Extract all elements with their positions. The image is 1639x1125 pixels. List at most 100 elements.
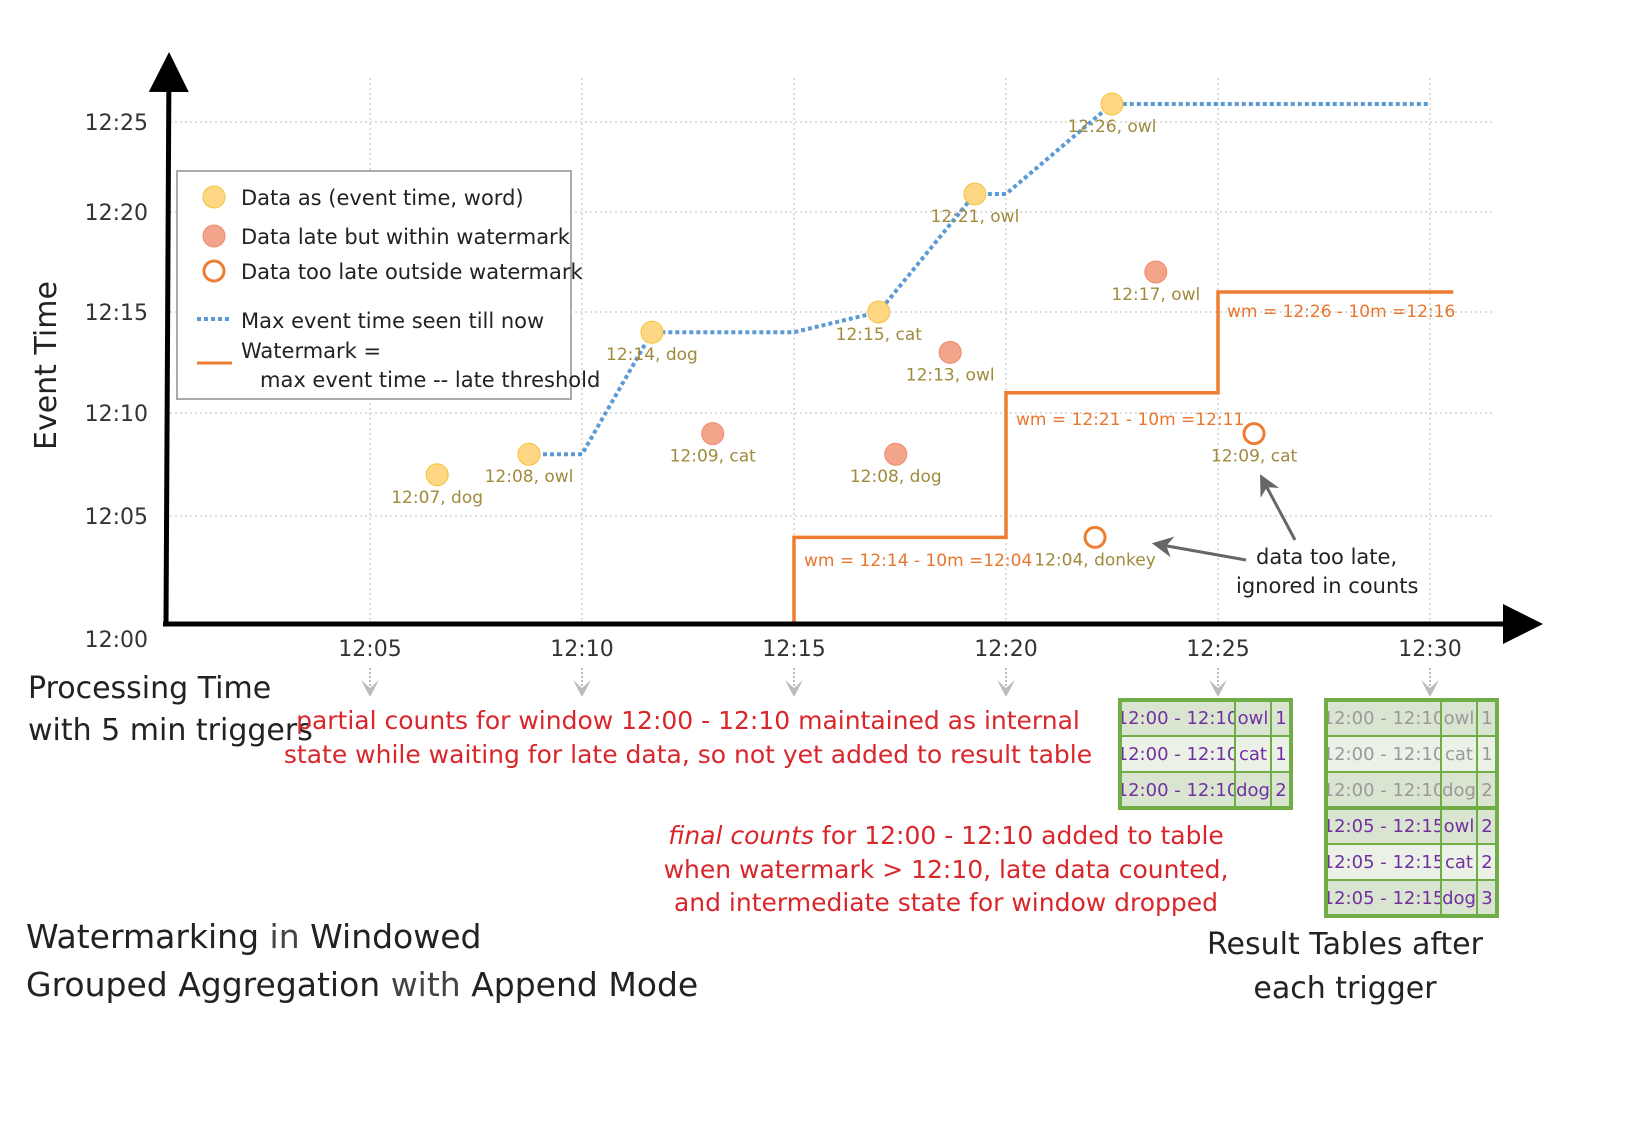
table-cell: 2 [1481,816,1492,837]
result-caption-1: Result Tables after [1207,927,1484,962]
table-cell: 12:00 - 12:10 [1323,708,1445,729]
table-cell: 2 [1481,780,1492,801]
table-cell: 12:00 - 12:10 [1117,708,1239,729]
table-cell: dog [1442,780,1476,801]
point-on-time [425,463,449,487]
table-cell: 12:05 - 12:15 [1323,852,1445,873]
trigger-arrow-icon [573,680,591,697]
arrow-to-cat [1260,474,1297,541]
final-note-3: and intermediate state for window droppe… [674,888,1218,917]
y-axis-title: Event Time [29,281,64,450]
trigger-arrow-icon [1209,680,1227,697]
legend-too-late-marker [202,259,226,283]
diagram-title-line1: Watermarking in Windowed [26,917,482,956]
table-row: 12:00 - 12:10 owl 1 [1117,699,1292,737]
point-on-time [867,300,891,324]
watermark-label: wm = 12:21 - 10m =12:11 [1016,410,1244,430]
table-cell: owl [1444,816,1475,837]
table-cell: 12:05 - 12:15 [1323,816,1445,837]
final-note-2: when watermark > 12:10, late data counte… [664,855,1229,884]
point-label: 12:08, owl [485,467,574,487]
point-late [1144,260,1168,284]
point-label: 12:26, owl [1068,117,1157,137]
point-on-time [963,182,987,206]
x-tick-label: 12:10 [550,637,613,662]
watermark-line [792,290,1454,623]
table-cell: 1 [1275,744,1286,765]
y-axis [148,52,189,626]
table-row: 12:00 - 12:10 cat 1 [1117,735,1292,773]
table-cell: 3 [1481,888,1492,909]
point-label: 12:15, cat [836,325,923,345]
point-late [701,422,725,446]
legend-late-marker [202,224,226,248]
table-row: 12:00 - 12:10 cat 1 [1323,735,1498,773]
partial-note-1: partial counts for window 12:00 - 12:10 … [296,706,1080,735]
point-label: 12:21, owl [930,207,1019,227]
point-label: 12:09, cat [670,447,757,467]
point-on-time [640,320,664,344]
table-cell: 12:00 - 12:10 [1323,744,1445,765]
point-on-time [517,442,541,466]
x-tick-label: 12:15 [762,637,825,662]
table-cell: cat [1239,744,1267,765]
table-cell: cat [1445,852,1473,873]
table-cell: owl [1238,708,1269,729]
trigger-arrow-icon [785,680,803,697]
table-cell: 12:05 - 12:15 [1323,888,1445,909]
final-note-1: final counts for 12:00 - 12:10 added to … [668,821,1224,850]
trigger-arrow-icon [997,680,1015,697]
legend-on-time: Data as (event time, word) [241,186,524,210]
point-label: 12:14, dog [606,345,698,365]
legend-watermark-2: max event time -- late threshold [260,368,600,392]
point-label: 12:08, dog [850,467,942,487]
legend-watermark-1: Watermark = [241,339,381,363]
too-late-note-2: ignored in counts [1236,574,1418,598]
table-row: 12:00 - 12:10 owl 1 [1323,699,1498,737]
y-tick-label: 12:25 [85,111,148,136]
y-tick-label: 12:10 [85,402,148,427]
point-label: 12:17, owl [1111,285,1200,305]
result-table: 12:00 - 12:10 owl 112:00 - 12:10 cat 112:00 … [1323,698,1499,918]
point-on-time [1100,92,1124,116]
tick-labels: 12:00 12:05 12:10 12:15 12:20 12:25 12:05 12:10… [85,111,1462,697]
point-late [884,442,908,466]
arrow-to-donkey [1151,536,1247,562]
table-cell: 12:00 - 12:10 [1117,744,1239,765]
table-cell: 12:00 - 12:10 [1323,780,1445,801]
point-label: 12:07, dog [391,488,483,508]
table-cell: cat [1445,744,1473,765]
table-row: 12:05 - 12:15 cat 2 [1323,843,1498,881]
y-tick-label: 12:20 [85,201,148,226]
watermark-label: wm = 12:26 - 10m =12:16 [1227,302,1455,322]
x-axis-title-line1: Processing Time [28,671,271,706]
y-tick-label: 12:00 [85,628,148,653]
point-label: 12:09, cat [1211,447,1298,467]
too-late-note-1: data too late, [1256,545,1397,569]
max-event-time-line [529,102,1430,457]
x-tick-label: 12:20 [974,637,1037,662]
point-label: 12:13, owl [906,365,995,385]
table-cell: 2 [1481,852,1492,873]
trigger-arrow-icon [361,680,379,697]
point-late [938,340,962,364]
result-caption-2: each trigger [1253,971,1437,1006]
table-row: 12:05 - 12:15 owl 2 [1323,807,1498,845]
table-cell: 2 [1275,780,1286,801]
y-tick-label: 12:05 [85,505,148,530]
table-cell: dog [1442,888,1476,909]
legend-on-time-marker [202,185,226,209]
table-cell: 1 [1275,708,1286,729]
table-cell: 1 [1481,708,1492,729]
point-too-late [1242,422,1266,446]
x-tick-label: 12:05 [338,637,401,662]
table-cell: 12:00 - 12:10 [1117,780,1239,801]
table-cell: 1 [1481,744,1492,765]
y-tick-label: 12:15 [85,301,148,326]
result-tables: 12:00 - 12:10 owl 112:00 - 12:10 cat 112:00 … [1117,698,1499,918]
